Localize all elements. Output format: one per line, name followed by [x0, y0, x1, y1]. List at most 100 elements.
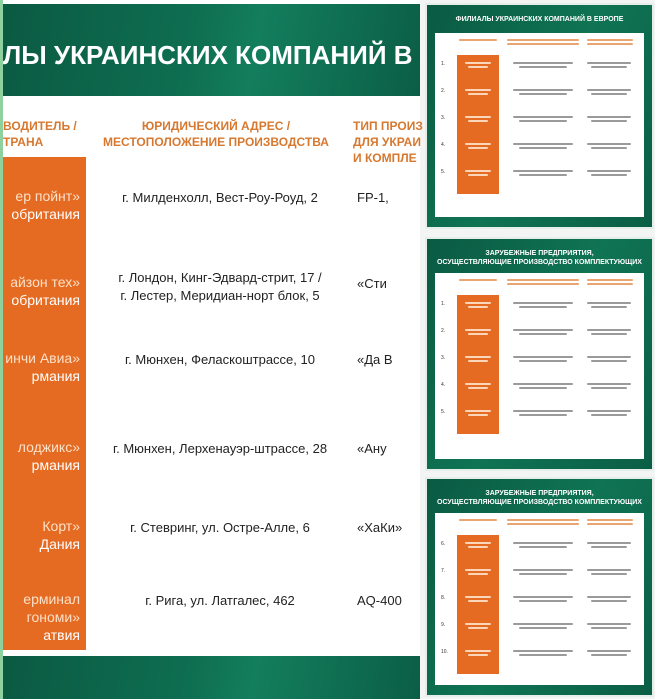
- manufacturer-name: лоджикс»: [17, 439, 80, 455]
- text-line: [513, 542, 573, 544]
- text-line: [591, 546, 627, 548]
- thumbnail-row: 3.: [435, 355, 644, 369]
- thumbnail-row: 1.: [435, 301, 644, 315]
- text-line: [468, 414, 488, 416]
- text-line: [468, 120, 488, 122]
- text-line: [591, 147, 627, 149]
- text-line: [513, 650, 573, 652]
- text-line: [587, 623, 631, 625]
- text-line: [465, 650, 491, 652]
- slide-thumbnail[interactable]: ЗАРУБЕЖНЫЕ ПРЕДПРИЯТИЯ, ОСУЩЕСТВЛЯЮЩИЕ П…: [425, 477, 654, 697]
- text-line: [519, 600, 567, 602]
- manufacturer-name: инчи Авиа»: [5, 350, 80, 366]
- header-line: [507, 519, 579, 521]
- row-number: 6.: [441, 541, 446, 547]
- header-line: [587, 519, 633, 521]
- thumbnail-title: ФИЛИАЛЫ УКРАИНСКИХ КОМПАНИЙ В ЕВРОПЕ: [455, 16, 624, 23]
- manufacturer-column: [3, 157, 86, 650]
- row-number: 2.: [441, 88, 446, 94]
- thumbnail-row: 2.: [435, 328, 644, 342]
- row-number: 5.: [441, 169, 446, 175]
- text-line: [519, 627, 567, 629]
- text-line: [591, 360, 627, 362]
- header-line: [507, 283, 579, 285]
- thumbnail-table: 1. 2. 3. 4.: [435, 273, 644, 459]
- text-line: [519, 147, 567, 149]
- type-cell: «ХаКи»: [357, 520, 403, 535]
- text-line: [587, 356, 631, 358]
- manufacturer-name: ер пойнт»: [15, 188, 80, 204]
- manufacturer-country: рмания: [31, 457, 80, 473]
- main-slide: ЛЫ УКРАИНСКИХ КОМПАНИЙ В ВОДИТЕЛЬ / ТРАН…: [0, 0, 423, 699]
- text-line: [587, 170, 631, 172]
- address-cell: г. Мюнхен, Феласкоштрассе, 10: [125, 352, 315, 367]
- text-line: [465, 329, 491, 331]
- text-line: [513, 383, 573, 385]
- thumbnail-row: 4.: [435, 142, 644, 156]
- text-line: [465, 143, 491, 145]
- text-line: [519, 360, 567, 362]
- text-line: [468, 600, 488, 602]
- slide-title: ЛЫ УКРАИНСКИХ КОМПАНИЙ В: [3, 40, 413, 70]
- text-line: [468, 360, 488, 362]
- text-line: [513, 596, 573, 598]
- text-line: [465, 542, 491, 544]
- row-number: 3.: [441, 115, 446, 121]
- text-line: [465, 116, 491, 118]
- text-line: [587, 569, 631, 571]
- header-line: [507, 279, 579, 281]
- text-line: [468, 306, 488, 308]
- manufacturer-country: Дания: [39, 536, 80, 552]
- text-line: [591, 414, 627, 416]
- row-number: 2.: [441, 328, 446, 334]
- row-number: 3.: [441, 355, 446, 361]
- type-cell: AQ-400: [357, 593, 402, 608]
- text-line: [513, 143, 573, 145]
- text-line: [513, 569, 573, 571]
- text-line: [519, 120, 567, 122]
- thumbnail-row: 5.: [435, 409, 644, 423]
- manufacturer-country: обритания: [11, 292, 80, 308]
- header-line: [507, 39, 579, 41]
- text-line: [587, 410, 631, 412]
- header-manufacturer: ВОДИТЕЛЬ / ТРАНА: [3, 119, 77, 149]
- text-line: [591, 600, 627, 602]
- text-line: [519, 93, 567, 95]
- text-line: [587, 89, 631, 91]
- text-line: [587, 302, 631, 304]
- header-type: ТИП ПРОИЗ ДЛЯ УКРАИ И КОМПЛЕ: [353, 119, 423, 165]
- manufacturer-country: рмания: [31, 368, 80, 384]
- text-line: [468, 654, 488, 656]
- text-line: [465, 302, 491, 304]
- row-number: 5.: [441, 409, 446, 415]
- text-line: [587, 62, 631, 64]
- text-line: [513, 89, 573, 91]
- text-line: [465, 596, 491, 598]
- slide-thumbnail[interactable]: ЗАРУБЕЖНЫЕ ПРЕДПРИЯТИЯ, ОСУЩЕСТВЛЯЮЩИЕ П…: [425, 237, 654, 471]
- text-line: [591, 333, 627, 335]
- title-banner: ЛЫ УКРАИНСКИХ КОМПАНИЙ В: [3, 4, 420, 96]
- text-line: [519, 654, 567, 656]
- text-line: [591, 627, 627, 629]
- row-number: 8.: [441, 595, 446, 601]
- row-number: 10.: [441, 649, 448, 655]
- text-line: [465, 89, 491, 91]
- text-line: [468, 627, 488, 629]
- text-line: [513, 329, 573, 331]
- manufacturer-name: Корт»: [42, 518, 80, 534]
- text-line: [519, 174, 567, 176]
- type-cell: FP-1,: [357, 190, 389, 205]
- address-cell: г. Лондон, Кинг-Эдвард-стрит, 17 / г. Ле…: [118, 270, 322, 303]
- thumbnail-row: 4.: [435, 382, 644, 396]
- manufacturer-cell: лоджикс» рмания: [3, 438, 80, 474]
- slide-thumbnail[interactable]: ФИЛИАЛЫ УКРАИНСКИХ КОМПАНИЙ В ЕВРОПЕ 1. …: [425, 3, 654, 229]
- text-line: [468, 66, 488, 68]
- address-cell: г. Милденхолл, Вест-Роу-Роуд, 2: [122, 190, 318, 205]
- text-line: [519, 573, 567, 575]
- text-line: [468, 573, 488, 575]
- manufacturer-country: обритания: [11, 206, 80, 222]
- text-line: [591, 387, 627, 389]
- manufacturer-cell: ерминал гономи» атвия: [3, 590, 80, 644]
- row-number: 4.: [441, 142, 446, 148]
- text-line: [468, 387, 488, 389]
